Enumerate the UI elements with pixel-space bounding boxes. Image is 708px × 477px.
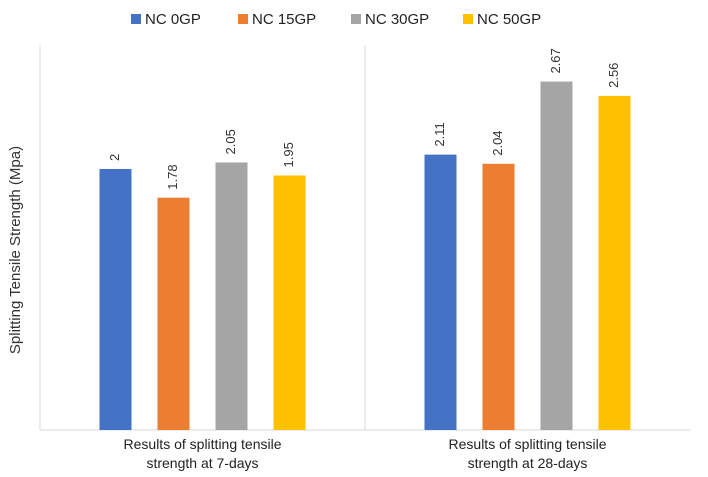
- legend-swatch: [238, 14, 248, 24]
- category-label: Results of splitting tensile: [124, 436, 282, 452]
- data-label: 2.11: [432, 122, 447, 146]
- bar: [598, 95, 631, 430]
- y-axis-label: Splitting Tensile Strength (Mpa): [7, 146, 24, 354]
- legend-swatch: [351, 14, 361, 24]
- legend-label: NC 30GP: [365, 11, 429, 28]
- bar: [273, 175, 306, 430]
- data-label: 2: [107, 154, 122, 161]
- data-label: 2.05: [223, 129, 238, 154]
- bar: [99, 168, 132, 431]
- legend-swatch: [131, 14, 141, 24]
- legend-label: NC 50GP: [477, 11, 541, 28]
- data-label: 1.78: [165, 164, 180, 189]
- data-label: 2.04: [490, 130, 505, 155]
- category-label: strength at 28-days: [468, 455, 588, 471]
- legend-swatch: [463, 14, 473, 24]
- bar: [157, 197, 190, 430]
- bar: [424, 154, 457, 430]
- legend-label: NC 0GP: [145, 11, 201, 28]
- plot-area: 2 1.78 2.05 1.95 Results of splitting tensil…: [39, 45, 690, 471]
- category-label: Results of splitting tensile: [449, 436, 607, 452]
- data-label: 1.95: [281, 142, 296, 167]
- bar: [215, 162, 248, 430]
- bar: [540, 81, 573, 431]
- data-label: 2.56: [606, 63, 621, 88]
- data-label: 2.67: [548, 48, 563, 73]
- legend-label: NC 15GP: [252, 11, 316, 28]
- category-label: strength at 7-days: [146, 455, 258, 471]
- bar: [482, 163, 515, 431]
- legend: NC 0GP NC 15GP NC 30GP NC 50GP: [131, 11, 541, 28]
